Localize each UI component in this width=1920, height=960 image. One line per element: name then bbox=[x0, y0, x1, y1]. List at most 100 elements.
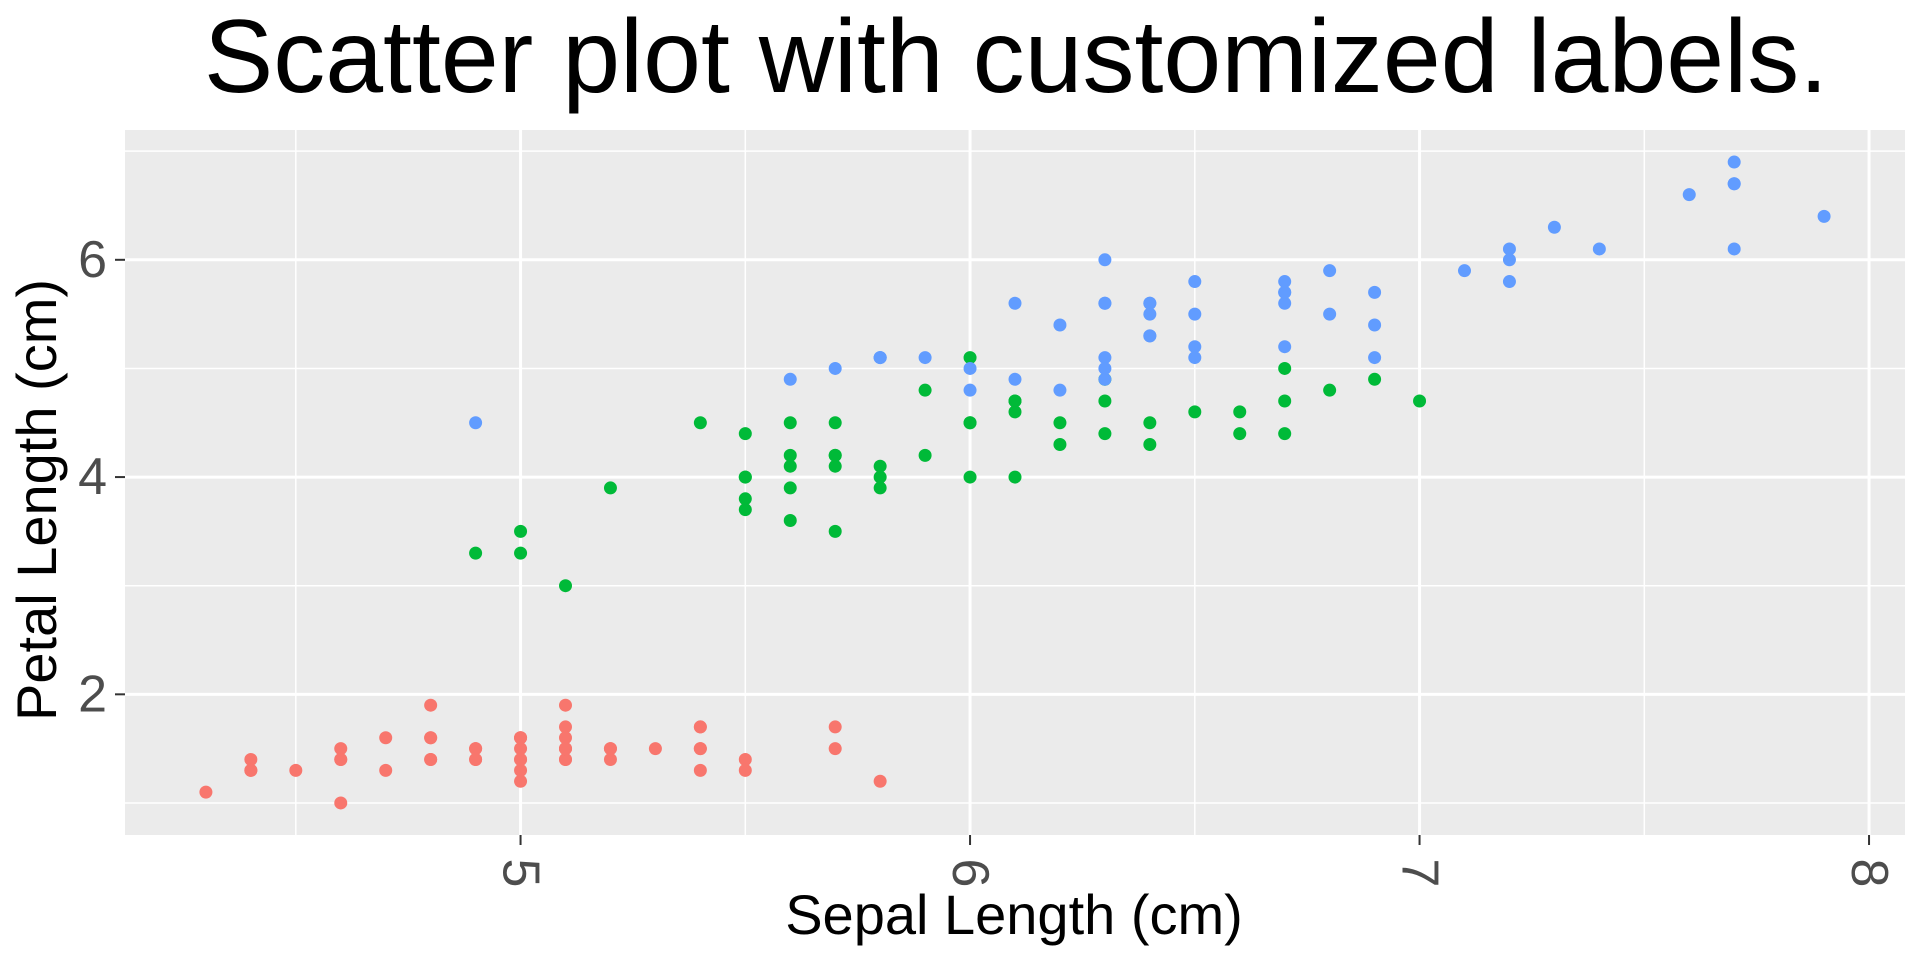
data-point-series-2 bbox=[783, 448, 797, 462]
data-point-series-1 bbox=[379, 731, 393, 745]
data-point-series-3 bbox=[1727, 155, 1741, 169]
data-point-series-2 bbox=[1278, 394, 1292, 408]
data-point-series-3 bbox=[1098, 372, 1112, 386]
data-point-series-2 bbox=[1233, 405, 1247, 419]
x-tick-label: 5 bbox=[492, 859, 550, 888]
x-tick-label: 6 bbox=[941, 859, 999, 888]
data-point-series-3 bbox=[1098, 361, 1112, 375]
data-point-series-2 bbox=[783, 459, 797, 473]
data-point-series-2 bbox=[603, 481, 617, 495]
data-point-series-3 bbox=[1323, 307, 1337, 321]
data-point-series-2 bbox=[1098, 427, 1112, 441]
data-point-series-3 bbox=[1727, 177, 1741, 191]
data-point-series-1 bbox=[379, 763, 393, 777]
data-point-series-3 bbox=[1368, 318, 1382, 332]
data-point-series-1 bbox=[693, 763, 707, 777]
data-point-series-1 bbox=[828, 742, 842, 756]
data-point-series-1 bbox=[559, 698, 573, 712]
data-point-series-2 bbox=[963, 470, 977, 484]
data-point-series-1 bbox=[334, 742, 348, 756]
data-point-series-2 bbox=[1278, 427, 1292, 441]
data-points bbox=[199, 155, 1831, 810]
x-tick-labels: 5 6 7 8 bbox=[492, 859, 1898, 888]
data-point-series-2 bbox=[1008, 470, 1022, 484]
data-point-series-3 bbox=[1143, 296, 1157, 310]
data-point-series-2 bbox=[828, 459, 842, 473]
data-point-series-1 bbox=[424, 698, 438, 712]
data-point-series-3 bbox=[1188, 340, 1202, 354]
data-point-series-2 bbox=[469, 546, 483, 560]
data-point-series-2 bbox=[783, 481, 797, 495]
x-tick-label: 7 bbox=[1391, 859, 1449, 888]
data-point-series-2 bbox=[828, 524, 842, 538]
data-point-series-1 bbox=[603, 742, 617, 756]
data-point-series-3 bbox=[1502, 253, 1516, 267]
data-point-series-1 bbox=[424, 753, 438, 767]
data-point-series-2 bbox=[693, 416, 707, 430]
data-point-series-2 bbox=[1143, 416, 1157, 430]
data-point-series-3 bbox=[963, 383, 977, 397]
data-point-series-2 bbox=[873, 470, 887, 484]
data-point-series-2 bbox=[828, 448, 842, 462]
data-point-series-2 bbox=[1368, 372, 1382, 386]
x-axis-title: Sepal Length (cm) bbox=[785, 883, 1243, 946]
data-point-series-3 bbox=[1008, 296, 1022, 310]
data-point-series-3 bbox=[1278, 296, 1292, 310]
data-point-series-2 bbox=[963, 416, 977, 430]
data-point-series-1 bbox=[603, 753, 617, 767]
data-point-series-3 bbox=[1323, 264, 1337, 278]
data-point-series-1 bbox=[514, 742, 528, 756]
data-point-series-1 bbox=[738, 763, 752, 777]
data-point-series-2 bbox=[1053, 437, 1067, 451]
y-tick-label: 6 bbox=[78, 231, 107, 289]
data-point-series-2 bbox=[1143, 437, 1157, 451]
data-point-series-1 bbox=[873, 774, 887, 788]
data-point-series-2 bbox=[1278, 361, 1292, 375]
data-point-series-2 bbox=[738, 503, 752, 517]
data-point-series-2 bbox=[963, 351, 977, 365]
data-point-series-1 bbox=[559, 742, 573, 756]
data-point-series-3 bbox=[1727, 242, 1741, 256]
data-point-series-2 bbox=[783, 416, 797, 430]
data-point-series-2 bbox=[918, 448, 932, 462]
data-point-series-3 bbox=[1817, 209, 1831, 223]
data-point-series-2 bbox=[738, 470, 752, 484]
data-point-series-3 bbox=[1143, 329, 1157, 343]
data-point-series-3 bbox=[873, 351, 887, 365]
data-point-series-1 bbox=[514, 753, 528, 767]
data-point-series-3 bbox=[1008, 372, 1022, 386]
data-point-series-2 bbox=[873, 481, 887, 495]
data-point-series-3 bbox=[1682, 188, 1696, 202]
y-tick-label: 2 bbox=[78, 665, 107, 723]
data-point-series-1 bbox=[334, 753, 348, 767]
data-point-series-3 bbox=[1502, 275, 1516, 289]
data-point-series-3 bbox=[1098, 253, 1112, 267]
data-point-series-1 bbox=[514, 763, 528, 777]
data-point-series-3 bbox=[469, 416, 483, 430]
data-point-series-2 bbox=[1053, 416, 1067, 430]
data-point-series-1 bbox=[199, 785, 213, 799]
data-point-series-1 bbox=[469, 753, 483, 767]
data-point-series-3 bbox=[1098, 351, 1112, 365]
data-point-series-1 bbox=[648, 742, 662, 756]
data-point-series-1 bbox=[334, 796, 348, 810]
data-point-series-3 bbox=[783, 372, 797, 386]
x-tick-label: 8 bbox=[1840, 859, 1898, 888]
data-point-series-3 bbox=[1547, 220, 1561, 234]
data-point-series-2 bbox=[783, 514, 797, 528]
data-point-series-3 bbox=[828, 361, 842, 375]
data-point-series-3 bbox=[1188, 307, 1202, 321]
data-point-series-3 bbox=[963, 361, 977, 375]
data-point-series-1 bbox=[693, 742, 707, 756]
data-point-series-1 bbox=[514, 731, 528, 745]
data-point-series-2 bbox=[828, 416, 842, 430]
data-point-series-1 bbox=[469, 742, 483, 756]
data-point-series-2 bbox=[1008, 405, 1022, 419]
data-point-series-2 bbox=[1098, 394, 1112, 408]
data-point-series-2 bbox=[918, 383, 932, 397]
axis-ticks bbox=[115, 258, 1871, 845]
data-point-series-3 bbox=[1368, 351, 1382, 365]
data-point-series-3 bbox=[1278, 340, 1292, 354]
data-point-series-3 bbox=[1143, 307, 1157, 321]
